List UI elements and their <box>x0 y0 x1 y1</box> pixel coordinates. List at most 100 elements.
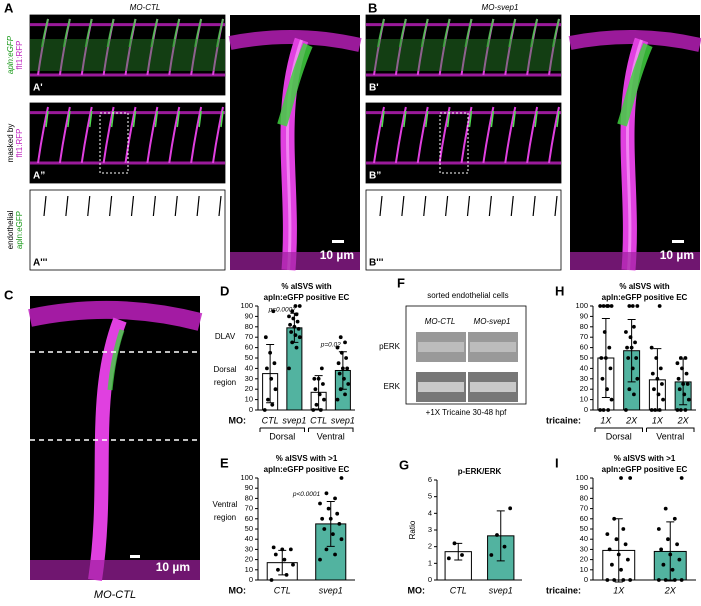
data-point <box>605 387 609 392</box>
data-point <box>630 366 635 371</box>
data-point <box>271 309 276 314</box>
y-tick-label: 40 <box>245 534 253 543</box>
vessel <box>124 106 137 164</box>
data-point <box>324 491 329 496</box>
data-point <box>322 397 326 402</box>
vessel <box>626 39 643 271</box>
y-tick-label: 30 <box>245 374 253 383</box>
data-point <box>287 366 291 371</box>
data-point <box>632 392 636 397</box>
data-point <box>317 392 322 397</box>
data-point <box>314 402 319 407</box>
vessel <box>212 106 224 164</box>
mask-signal <box>152 195 156 217</box>
scale-bar <box>672 240 684 243</box>
data-point <box>681 382 686 386</box>
data-point <box>335 511 340 516</box>
data-point <box>607 547 612 552</box>
mask-signal <box>218 195 222 217</box>
x-tick-label: svep1 <box>489 585 513 595</box>
data-point <box>649 408 654 412</box>
y-tick-label: 90 <box>245 311 253 320</box>
mask-signal <box>379 195 383 217</box>
data-point <box>600 376 605 381</box>
panel-letter: E <box>220 455 229 470</box>
data-point <box>650 371 655 376</box>
signal <box>377 18 385 48</box>
data-point <box>290 309 295 314</box>
data-point <box>330 532 335 536</box>
data-point <box>663 506 668 511</box>
sub-label: A” <box>33 171 45 182</box>
signal <box>617 43 653 127</box>
data-point <box>271 545 276 550</box>
data-point <box>624 330 628 334</box>
data-point <box>460 553 464 557</box>
mask-signal <box>65 195 69 217</box>
data-point <box>319 366 324 371</box>
signal <box>198 110 202 128</box>
data-point <box>609 397 614 402</box>
data-point <box>607 345 612 350</box>
panel-letter: I <box>555 455 559 470</box>
data-point <box>495 533 499 537</box>
data-point <box>632 324 636 329</box>
signal <box>89 110 93 128</box>
y-tick-label: 30 <box>580 544 588 553</box>
sub-label: A' <box>33 83 43 94</box>
y-tick-label: 10 <box>245 395 253 404</box>
sub-label: B' <box>369 83 379 94</box>
data-point <box>452 541 457 546</box>
y-tick-label: 70 <box>580 332 588 341</box>
vessel <box>28 300 203 331</box>
x-tick-label: svep1 <box>331 415 355 425</box>
mask-signal <box>510 195 514 217</box>
data-point <box>280 547 285 552</box>
data-point <box>668 552 673 557</box>
data-point <box>289 330 294 334</box>
y-tick-label: 5 <box>428 492 432 501</box>
data-point <box>601 304 606 308</box>
data-point <box>626 356 631 360</box>
signal <box>176 110 180 128</box>
region-label: region <box>214 513 236 522</box>
vessel <box>548 106 560 164</box>
data-point <box>321 382 325 386</box>
y-tick-label: 60 <box>245 514 253 523</box>
data-point <box>282 557 287 562</box>
data-point <box>686 397 691 402</box>
data-point <box>339 350 344 355</box>
data-point <box>318 557 322 562</box>
data-point <box>614 537 619 542</box>
x-axis-label: tricaine: <box>546 585 581 595</box>
data-point <box>343 392 347 397</box>
signal <box>110 110 115 128</box>
y-tick-label: 40 <box>580 534 588 543</box>
y-tick-label: 100 <box>575 301 588 310</box>
mask-signal <box>43 195 47 217</box>
data-point <box>272 361 277 366</box>
data-point <box>296 326 301 331</box>
region-label: Ventral <box>213 500 238 509</box>
row-label: ERK <box>384 382 401 391</box>
data-point <box>676 376 681 381</box>
data-point <box>318 501 322 506</box>
data-point <box>599 356 604 360</box>
highlight-box <box>99 112 129 174</box>
y-tick-label: 0 <box>249 575 253 584</box>
highlight-box <box>439 112 469 174</box>
y-tick-label: 90 <box>245 483 253 492</box>
p-value: p<0.0001 <box>292 491 321 498</box>
data-point <box>273 552 278 557</box>
vessel <box>168 106 181 164</box>
vessel <box>438 106 451 164</box>
vessel <box>366 23 561 77</box>
data-point <box>627 304 632 308</box>
data-point <box>685 382 690 386</box>
signal <box>403 110 407 128</box>
x-tick-label: 1X <box>613 585 625 595</box>
y-tick-label: 30 <box>245 544 253 553</box>
panel-letter: D <box>220 283 229 298</box>
y-tick-label: 50 <box>580 524 588 533</box>
micrograph <box>365 102 562 184</box>
